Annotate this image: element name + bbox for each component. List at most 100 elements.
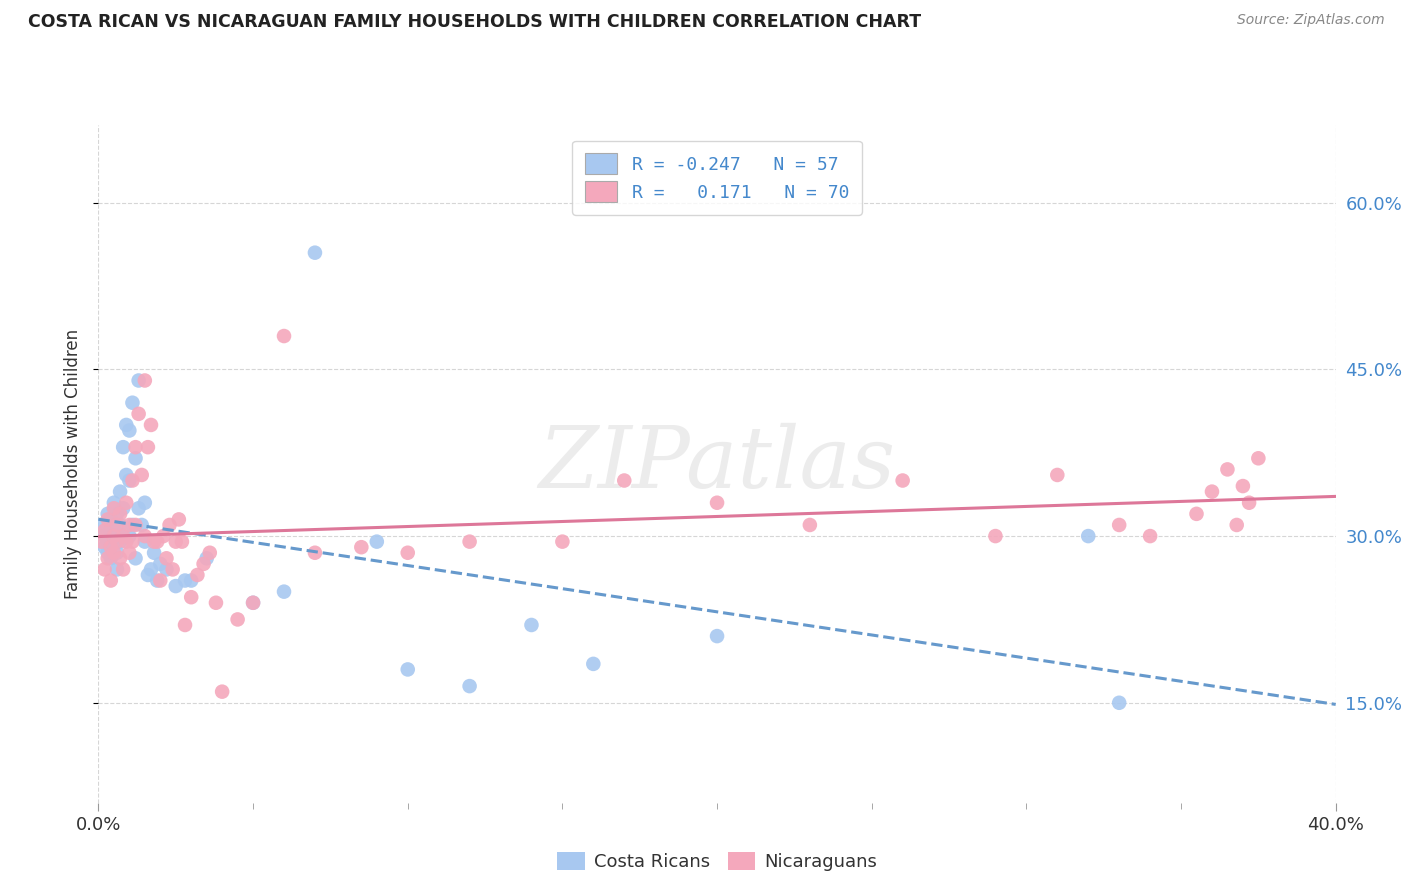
Point (124, 551, 146, 566)
Point (90, 518, 112, 533)
Point (155, 562, 177, 576)
Point (124, 451, 146, 466)
Text: ZIPatlas: ZIPatlas (538, 423, 896, 505)
Point (146, 574, 169, 588)
Point (112, 529, 135, 543)
Point (97, 512, 120, 526)
Point (195, 551, 218, 566)
Point (112, 529, 135, 543)
Point (1185, 507, 1208, 521)
Point (121, 518, 143, 533)
Point (143, 546, 166, 560)
Point (97, 534, 120, 549)
Point (180, 591, 202, 605)
Point (100, 574, 122, 588)
Legend: Costa Ricans, Nicaraguans: Costa Ricans, Nicaraguans (550, 845, 884, 879)
Point (134, 496, 156, 510)
Point (1201, 484, 1223, 499)
Point (149, 557, 172, 571)
Point (304, 245, 326, 260)
Point (115, 417, 138, 432)
Point (170, 534, 193, 549)
Point (118, 518, 141, 533)
Point (174, 618, 197, 632)
Point (112, 501, 135, 516)
Point (167, 512, 190, 526)
Point (1108, 518, 1130, 533)
Point (458, 679, 481, 693)
Point (139, 417, 162, 432)
Point (152, 529, 174, 543)
Point (174, 574, 197, 588)
Point (103, 529, 125, 543)
Point (103, 501, 125, 516)
Point (180, 574, 202, 588)
Point (131, 518, 153, 533)
Point (93, 540, 115, 554)
Point (118, 546, 141, 560)
Point (108, 534, 131, 549)
Point (128, 407, 150, 421)
Point (112, 562, 135, 576)
Point (211, 684, 233, 698)
Point (186, 568, 208, 582)
Point (520, 618, 543, 632)
Point (108, 484, 131, 499)
Point (1139, 529, 1161, 543)
Point (149, 574, 172, 588)
Point (108, 507, 131, 521)
Point (121, 395, 143, 409)
Point (366, 534, 388, 549)
Point (891, 474, 914, 488)
Point (304, 546, 326, 560)
Point (193, 557, 215, 571)
Point (242, 596, 264, 610)
Point (1108, 696, 1130, 710)
Point (155, 551, 177, 566)
Point (100, 551, 122, 566)
Point (205, 596, 228, 610)
Point (458, 534, 481, 549)
Point (118, 424, 141, 438)
Point (273, 584, 295, 599)
Point (100, 540, 122, 554)
Point (108, 551, 131, 566)
Point (93, 524, 115, 538)
Point (613, 474, 636, 488)
Point (115, 496, 138, 510)
Point (105, 518, 128, 533)
Point (93, 529, 115, 543)
Point (165, 579, 187, 593)
Point (131, 467, 153, 482)
Point (108, 518, 131, 533)
Point (706, 629, 728, 643)
Point (1247, 451, 1270, 466)
Point (115, 534, 138, 549)
Point (121, 534, 143, 549)
Point (396, 662, 419, 676)
Point (706, 496, 728, 510)
Point (105, 529, 128, 543)
Point (162, 562, 184, 576)
Point (105, 507, 128, 521)
Point (103, 546, 125, 560)
Point (134, 374, 156, 388)
Point (128, 501, 150, 516)
Y-axis label: Family Households with Children: Family Households with Children (65, 329, 83, 599)
Point (242, 596, 264, 610)
Point (115, 467, 138, 482)
Point (273, 329, 295, 343)
Point (1237, 496, 1260, 510)
Point (1216, 462, 1239, 476)
Point (350, 540, 373, 554)
Point (103, 496, 125, 510)
Point (165, 534, 187, 549)
Point (124, 518, 146, 533)
Point (551, 534, 574, 549)
Point (103, 518, 125, 533)
Point (128, 374, 150, 388)
Point (198, 546, 221, 560)
Point (97, 507, 120, 521)
Point (105, 534, 128, 549)
Point (159, 518, 181, 533)
